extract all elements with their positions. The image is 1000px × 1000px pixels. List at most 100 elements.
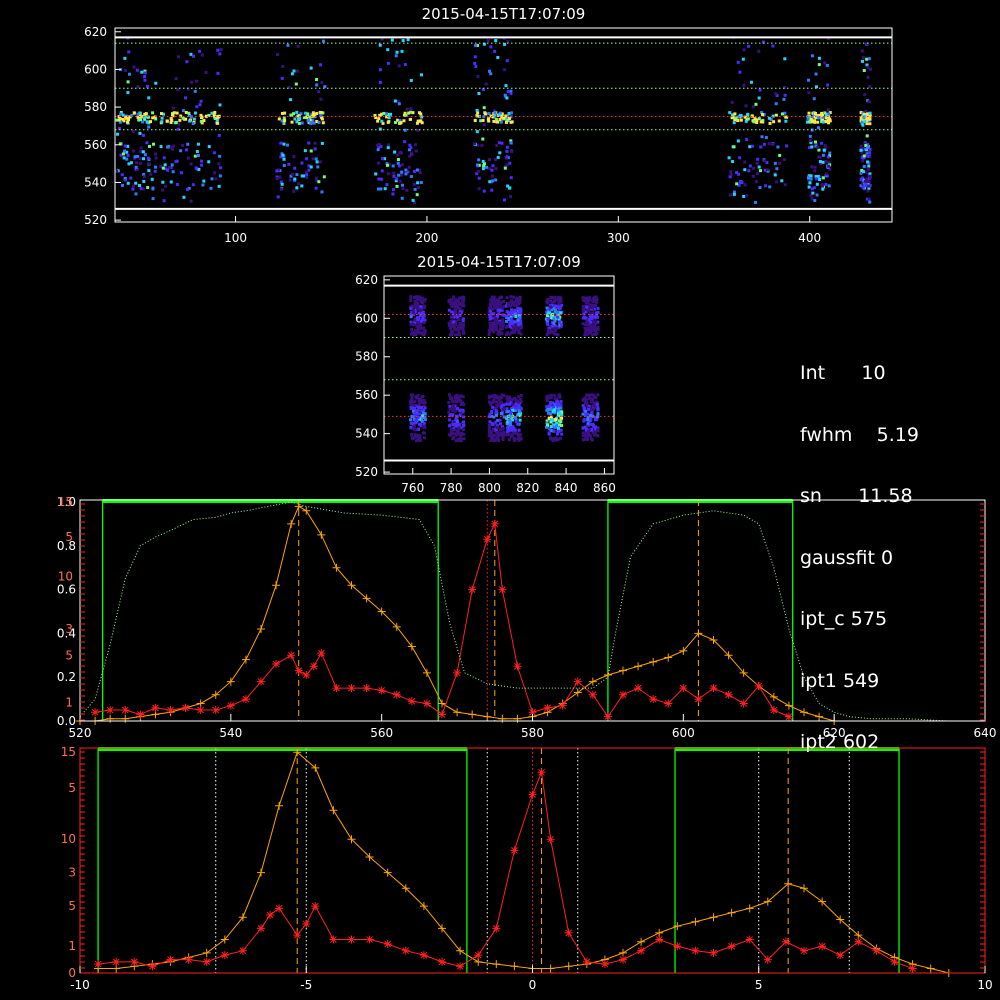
heatmap-pixel — [595, 332, 599, 336]
heatmap-pixel — [595, 300, 599, 304]
heatmap-pixel — [505, 96, 509, 100]
heatmap-pixel — [420, 296, 424, 300]
heatmap-pixel — [592, 328, 596, 332]
heatmap-pixel — [494, 420, 498, 424]
heatmap-pixel — [415, 321, 419, 325]
heatmap-pixel — [554, 333, 558, 337]
heatmap-pixel — [482, 164, 486, 168]
heatmap-pixel — [494, 39, 498, 43]
heatmap-pixel — [761, 120, 765, 124]
heatmap-pixel — [481, 167, 485, 171]
heatmap-pixel — [409, 295, 413, 299]
heatmap-pixel — [193, 111, 197, 115]
heatmap-pixel — [321, 111, 325, 115]
heatmap-pixel — [416, 320, 420, 324]
heatmap-pixel — [807, 115, 811, 119]
heatmap-pixel — [739, 118, 743, 122]
heatmap-pixel — [545, 306, 549, 310]
heatmap-pixel — [490, 421, 494, 425]
x-tick-label: -10 — [70, 978, 90, 992]
heatmap-pixel — [448, 424, 452, 428]
heatmap-pixel — [475, 108, 479, 112]
heatmap-pixel — [547, 331, 551, 335]
heatmap-pixel — [381, 121, 385, 125]
heatmap-pixel — [549, 395, 553, 399]
heatmap-pixel — [809, 141, 813, 145]
heatmap-pixel — [494, 167, 498, 171]
heatmap-pixel — [418, 119, 422, 123]
heatmap-pixel — [290, 72, 294, 76]
heatmap-pixel — [126, 120, 130, 124]
heatmap-pixel — [556, 432, 560, 436]
red-y-tick-label: 0 — [68, 966, 76, 980]
heatmap-pixel — [143, 117, 147, 121]
heatmap-pixel — [310, 112, 314, 116]
heatmap-pixel — [420, 308, 424, 312]
heatmap-pixel — [587, 305, 591, 309]
heatmap-pixel — [133, 155, 137, 159]
data-point — [130, 957, 139, 966]
data-point — [754, 681, 763, 690]
heatmap-pixel — [734, 116, 738, 120]
heatmap-pixel — [733, 112, 737, 116]
heatmap-pixel — [591, 311, 595, 315]
heatmap-pixel — [454, 333, 458, 337]
heatmap-pixel — [123, 56, 127, 60]
heatmap-pixel — [320, 190, 324, 194]
heatmap-pixel — [519, 311, 523, 315]
data-point — [456, 946, 465, 955]
heatmap-pixel — [506, 420, 510, 424]
heatmap-pixel — [817, 155, 821, 159]
heatmap-pixel — [817, 63, 821, 67]
heatmap-pixel — [592, 393, 596, 397]
heatmap-pixel — [550, 320, 554, 324]
heatmap-pixel — [497, 304, 501, 308]
heatmap-pixel — [414, 418, 418, 422]
heatmap-pixel — [454, 302, 458, 306]
heatmap-pixel — [420, 318, 424, 322]
heatmap-pixel — [459, 296, 463, 300]
heatmap-pixel — [191, 122, 195, 126]
data-point — [317, 649, 326, 658]
heatmap-pixel — [193, 89, 197, 93]
heatmap-pixel — [513, 310, 517, 314]
heatmap-pixel — [555, 298, 559, 302]
heatmap-pixel — [812, 186, 816, 190]
heatmap-pixel — [512, 295, 516, 299]
heatmap-pixel — [213, 115, 217, 119]
heatmap-pixel — [187, 113, 191, 117]
heatmap-pixel — [511, 302, 515, 306]
heatmap-pixel — [493, 438, 497, 442]
heatmap-pixel — [498, 398, 502, 402]
heatmap-pixel — [161, 180, 165, 184]
heatmap-pixel — [285, 143, 289, 147]
heatmap-pixel — [554, 436, 558, 440]
heatmap-pixel — [743, 168, 747, 172]
heatmap-pixel — [559, 419, 563, 423]
heatmap-pixel — [737, 172, 741, 176]
heatmap-pixel — [190, 80, 194, 84]
heatmap-pixel — [151, 116, 155, 120]
data-point — [401, 946, 410, 955]
heatmap-pixel — [420, 115, 424, 119]
heatmap-pixel — [495, 144, 499, 148]
heatmap-pixel — [867, 197, 871, 201]
heatmap-pixel — [496, 308, 500, 312]
heatmap-pixel — [501, 426, 505, 430]
heatmap-pixel — [866, 117, 870, 121]
heatmap-pixel — [510, 326, 514, 330]
heatmap-pixel — [394, 54, 398, 58]
heatmap-pixel — [494, 394, 498, 398]
heatmap-pixel — [492, 109, 496, 113]
heatmap-pixel — [510, 433, 514, 437]
heatmap-pixel — [508, 421, 512, 425]
heatmap-pixel — [386, 143, 390, 147]
heatmap-pixel — [488, 412, 492, 416]
heatmap-pixel — [450, 310, 454, 314]
heatmap-pixel — [413, 301, 417, 305]
heatmap-pixel — [760, 135, 764, 139]
heatmap-pixel — [500, 295, 504, 299]
heatmap-pixel — [586, 412, 590, 416]
heatmap-pixel — [422, 333, 426, 337]
heatmap-pixel — [390, 38, 394, 42]
